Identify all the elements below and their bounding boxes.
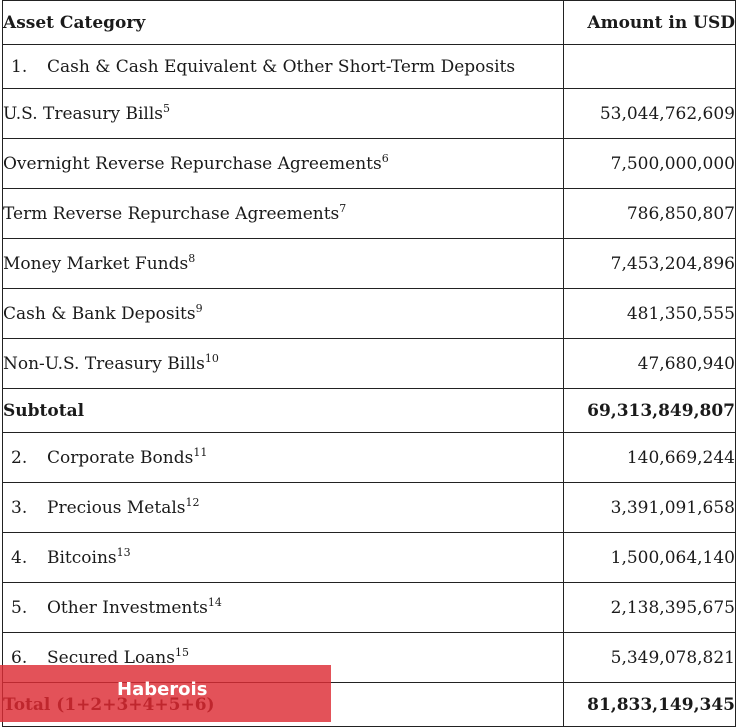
category-cell: 5. Other Investments14 xyxy=(2,582,564,633)
item-amount: 7,453,204,896 xyxy=(563,238,736,289)
subtotal-label: Subtotal xyxy=(2,388,564,433)
category-cell: 2. Corporate Bonds11 xyxy=(2,432,564,483)
section-1-amount-cell xyxy=(563,44,736,89)
category-number: 3. xyxy=(11,497,28,518)
category-number: 2. xyxy=(11,447,28,468)
section-1-label-cell: 1. Cash & Cash Equivalent & Other Short-T… xyxy=(2,44,564,89)
table-row: 5. Other Investments14 2,138,395,675 xyxy=(2,582,736,633)
table-row: 4. Bitcoins13 1,500,064,140 xyxy=(2,532,736,583)
subtotal-row: Subtotal 69,313,849,807 xyxy=(2,388,736,433)
item-label: Non-U.S. Treasury Bills xyxy=(3,353,205,374)
sub-item-cell: Overnight Reverse Repurchase Agreements6 xyxy=(2,138,564,189)
table-row: 3. Precious Metals12 3,391,091,658 xyxy=(2,482,736,533)
category-label: Other Investments xyxy=(47,597,208,618)
footnote-marker: 14 xyxy=(207,595,222,609)
header-asset-category: Asset Category xyxy=(2,0,564,45)
footnote-marker: 12 xyxy=(185,495,200,509)
subtotal-amount: 69,313,849,807 xyxy=(563,388,736,433)
category-cell: 3. Precious Metals12 xyxy=(2,482,564,533)
footnote-marker: 8 xyxy=(188,251,196,265)
section-1-row: 1. Cash & Cash Equivalent & Other Short-T… xyxy=(2,44,736,89)
table-row: Money Market Funds8 7,453,204,896 xyxy=(2,238,736,289)
category-number: 5. xyxy=(11,597,28,618)
footnote-marker: 11 xyxy=(193,445,208,459)
category-label: Corporate Bonds xyxy=(47,447,194,468)
item-amount: 7,500,000,000 xyxy=(563,138,736,189)
table-row: 2. Corporate Bonds11 140,669,244 xyxy=(2,432,736,483)
footnote-marker: 6 xyxy=(381,151,389,165)
item-amount: 786,850,807 xyxy=(563,188,736,239)
item-label: Term Reverse Repurchase Agreements xyxy=(3,203,340,224)
total-amount: 81,833,149,345 xyxy=(563,682,736,727)
table-row: U.S. Treasury Bills5 53,044,762,609 xyxy=(2,88,736,139)
footnote-marker: 15 xyxy=(174,645,189,659)
category-amount: 140,669,244 xyxy=(563,432,736,483)
table-row: Overnight Reverse Repurchase Agreements6… xyxy=(2,138,736,189)
category-label: Bitcoins xyxy=(47,547,117,568)
category-amount: 5,349,078,821 xyxy=(563,632,736,683)
item-label: U.S. Treasury Bills xyxy=(3,103,164,124)
sub-item-cell: Non-U.S. Treasury Bills10 xyxy=(2,338,564,389)
category-number: 4. xyxy=(11,547,28,568)
header-amount-usd: Amount in USD xyxy=(563,0,736,45)
category-amount: 3,391,091,658 xyxy=(563,482,736,533)
category-label: Secured Loans xyxy=(47,647,175,668)
sub-item-cell: Money Market Funds8 xyxy=(2,238,564,289)
category-amount: 1,500,064,140 xyxy=(563,532,736,583)
footnote-marker: 13 xyxy=(116,545,131,559)
table-row: Term Reverse Repurchase Agreements7 786,… xyxy=(2,188,736,239)
section-number: 1. xyxy=(11,56,28,77)
item-amount: 481,350,555 xyxy=(563,288,736,339)
item-label: Money Market Funds xyxy=(3,253,189,274)
sub-item-cell: U.S. Treasury Bills5 xyxy=(2,88,564,139)
footnote-marker: 10 xyxy=(204,351,219,365)
item-label: Overnight Reverse Repurchase Agreements xyxy=(3,153,382,174)
table-row: 6. Secured Loans15 5,349,078,821 xyxy=(2,632,736,683)
table-row: Cash & Bank Deposits9 481,350,555 xyxy=(2,288,736,339)
category-cell: 4. Bitcoins13 xyxy=(2,532,564,583)
total-row: Total (1+2+3+4+5+6) 81,833,149,345 xyxy=(2,682,736,727)
total-label: Total (1+2+3+4+5+6) xyxy=(2,682,564,727)
category-cell: 6. Secured Loans15 xyxy=(2,632,564,683)
category-amount: 2,138,395,675 xyxy=(563,582,736,633)
item-label: Cash & Bank Deposits xyxy=(3,303,196,324)
table-row: Non-U.S. Treasury Bills10 47,680,940 xyxy=(2,338,736,389)
item-amount: 53,044,762,609 xyxy=(563,88,736,139)
sub-item-cell: Cash & Bank Deposits9 xyxy=(2,288,564,339)
table-header-row: Asset Category Amount in USD xyxy=(2,0,736,45)
sub-item-cell: Term Reverse Repurchase Agreements7 xyxy=(2,188,564,239)
footnote-marker: 9 xyxy=(195,301,203,315)
footnote-marker: 5 xyxy=(163,101,171,115)
category-number: 6. xyxy=(11,647,28,668)
item-amount: 47,680,940 xyxy=(563,338,736,389)
category-label: Precious Metals xyxy=(47,497,186,518)
section-label: Cash & Cash Equivalent & Other Short-Ter… xyxy=(47,56,516,77)
footnote-marker: 7 xyxy=(339,201,347,215)
